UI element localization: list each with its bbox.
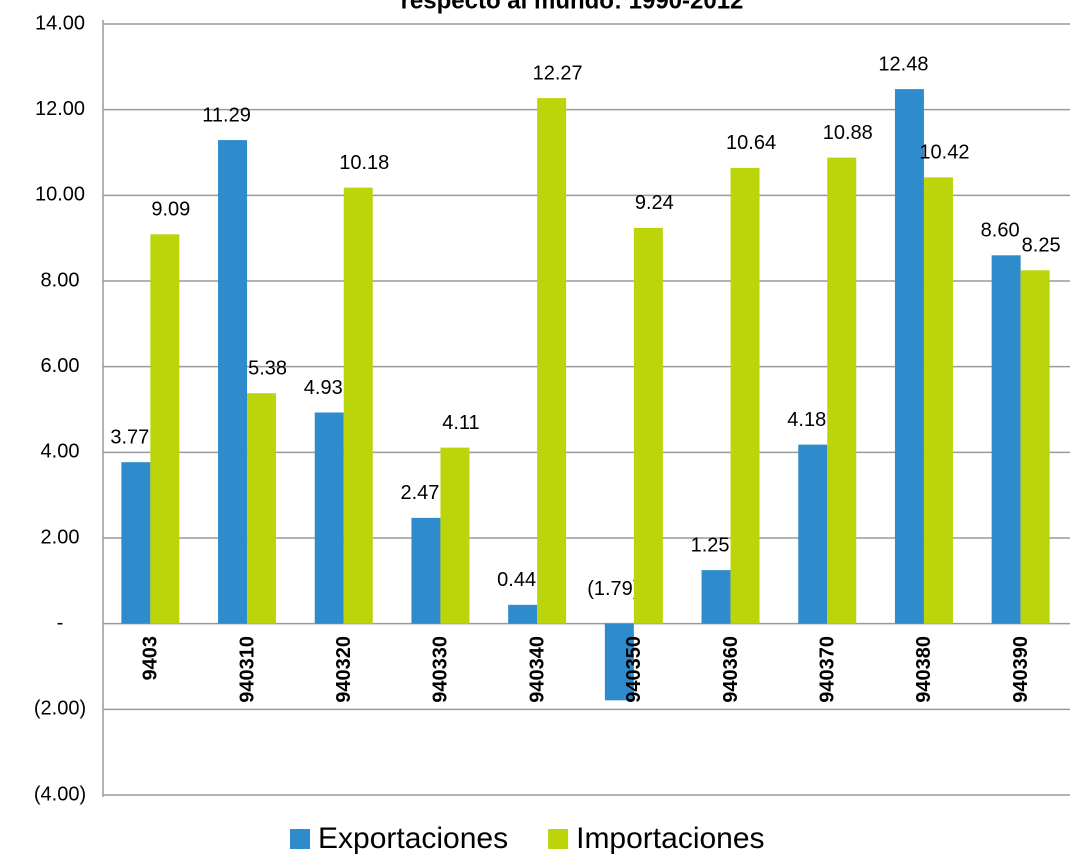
x-tick-label: 940310 — [236, 636, 258, 703]
data-label: 10.42 — [919, 142, 969, 164]
data-label: 2.47 — [400, 482, 439, 504]
chart-title: respecto al mundo: 1990-2012 — [401, 0, 744, 14]
data-label: 10.64 — [726, 132, 776, 154]
data-label: 3.77 — [110, 426, 149, 448]
x-tick-label: 940380 — [913, 636, 935, 703]
bar — [894, 89, 924, 624]
bar — [343, 187, 373, 624]
data-label: 0.44 — [497, 569, 536, 591]
data-label: 9.09 — [151, 199, 190, 221]
x-tick-label: 9403 — [140, 636, 162, 681]
x-tick-label: 940340 — [526, 636, 548, 703]
data-label: (1.79) — [587, 578, 639, 600]
legend-swatch — [548, 829, 569, 849]
data-label: 10.18 — [339, 152, 389, 174]
y-tick-label: 4.00 — [41, 441, 80, 463]
x-tick-label: 940360 — [720, 636, 742, 703]
bar — [1020, 270, 1050, 624]
x-tick-label: 940370 — [817, 636, 839, 703]
y-tick-label: 8.00 — [41, 269, 80, 291]
data-label: 4.18 — [787, 409, 826, 431]
data-label: 5.38 — [248, 358, 287, 380]
y-tick-label: (4.00) — [34, 783, 86, 805]
x-tick-label: 940320 — [333, 636, 355, 703]
bar — [633, 227, 663, 624]
data-label: 4.93 — [304, 377, 343, 399]
data-label: 12.27 — [533, 62, 583, 84]
y-tick-label: - — [57, 612, 64, 634]
legend-label: Exportaciones — [318, 822, 508, 855]
bar — [218, 140, 248, 624]
data-label: 8.25 — [1022, 235, 1061, 257]
y-tick-label: 12.00 — [35, 98, 85, 120]
bar — [150, 234, 180, 624]
y-tick-label: 2.00 — [41, 526, 80, 548]
bar — [798, 444, 828, 624]
bar — [730, 167, 760, 624]
data-label: 10.88 — [823, 122, 873, 144]
bar — [827, 157, 857, 624]
legend-label: Importaciones — [576, 822, 764, 855]
bar — [440, 447, 470, 624]
y-tick-label: 10.00 — [35, 184, 85, 206]
data-label: 8.60 — [981, 220, 1020, 242]
y-tick-label: (2.00) — [34, 698, 86, 720]
bar — [701, 570, 731, 624]
data-label: 11.29 — [202, 104, 251, 126]
x-tick-label: 940390 — [1010, 636, 1032, 703]
data-label: 4.11 — [442, 412, 479, 434]
data-label: 9.24 — [635, 192, 674, 214]
bar — [537, 98, 567, 624]
bar — [314, 412, 344, 624]
bar — [121, 462, 151, 624]
bar — [604, 623, 634, 701]
x-tick-label: 940350 — [623, 636, 645, 703]
data-label: 1.25 — [691, 534, 730, 556]
y-tick-label: 14.00 — [35, 12, 85, 34]
bar — [991, 255, 1021, 624]
data-label: 12.48 — [878, 53, 928, 75]
bar — [923, 177, 953, 624]
bar — [247, 393, 277, 624]
x-tick-label: 940330 — [430, 636, 452, 703]
y-tick-label: 6.00 — [41, 355, 80, 377]
bar — [508, 604, 538, 624]
bar — [411, 517, 441, 624]
legend-swatch — [290, 829, 310, 849]
